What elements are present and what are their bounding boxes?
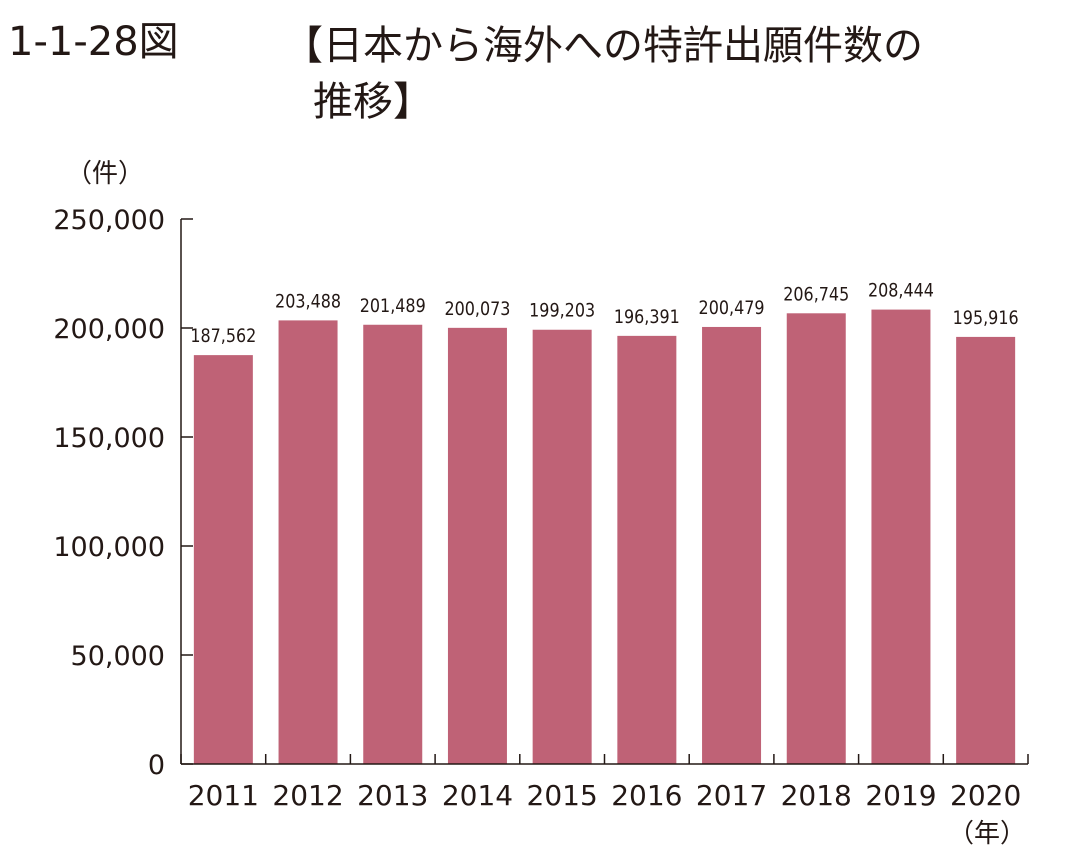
y-tick-label: 0: [148, 750, 165, 781]
data-label: 199,203: [529, 300, 595, 322]
data-label: 187,562: [190, 325, 256, 347]
x-tick-label: 2015: [527, 779, 598, 812]
y-unit-label: （件）: [66, 159, 144, 189]
x-unit-label: （年）: [948, 819, 1026, 849]
bar: [532, 329, 592, 764]
bar: [617, 335, 677, 764]
y-tick-label: 100,000: [53, 532, 165, 563]
x-tick-label: 2019: [865, 779, 936, 812]
bar: [193, 355, 253, 764]
chart-title-line2: 推移】: [313, 79, 433, 125]
data-label: 203,488: [275, 290, 341, 312]
bar: [956, 336, 1016, 764]
x-tick-label: 2016: [611, 779, 682, 812]
data-label: 208,444: [868, 280, 934, 302]
chart-title: 【日本から海外への特許出願件数の 推移】: [283, 18, 1063, 130]
bar: [702, 326, 762, 764]
bar: [786, 313, 846, 764]
x-tick-label: 2017: [696, 779, 767, 812]
y-tick-label: 150,000: [53, 423, 165, 454]
bar: [447, 327, 507, 764]
bar: [871, 309, 931, 764]
x-tick-label: 2014: [442, 779, 513, 812]
data-label: 201,489: [360, 295, 426, 317]
data-label: 200,073: [444, 298, 510, 320]
data-label: 206,745: [783, 283, 849, 305]
y-tick-label: 50,000: [71, 641, 165, 672]
data-label: 200,479: [699, 297, 765, 319]
y-tick-label: 200,000: [53, 314, 165, 345]
x-tick-label: 2013: [357, 779, 428, 812]
chart-title-line1: 【日本から海外への特許出願件数の: [283, 23, 923, 69]
data-label: 195,916: [953, 307, 1019, 329]
y-tick-label: 250,000: [53, 205, 165, 236]
x-tick-label: 2012: [272, 779, 343, 812]
figure-number: 1-1-28図: [8, 19, 179, 65]
bar: [363, 324, 423, 764]
data-label: 196,391: [614, 306, 680, 328]
x-tick-label: 2011: [188, 779, 259, 812]
x-tick-label: 2020: [950, 779, 1021, 812]
x-tick-label: 2018: [781, 779, 852, 812]
bar: [278, 320, 338, 764]
